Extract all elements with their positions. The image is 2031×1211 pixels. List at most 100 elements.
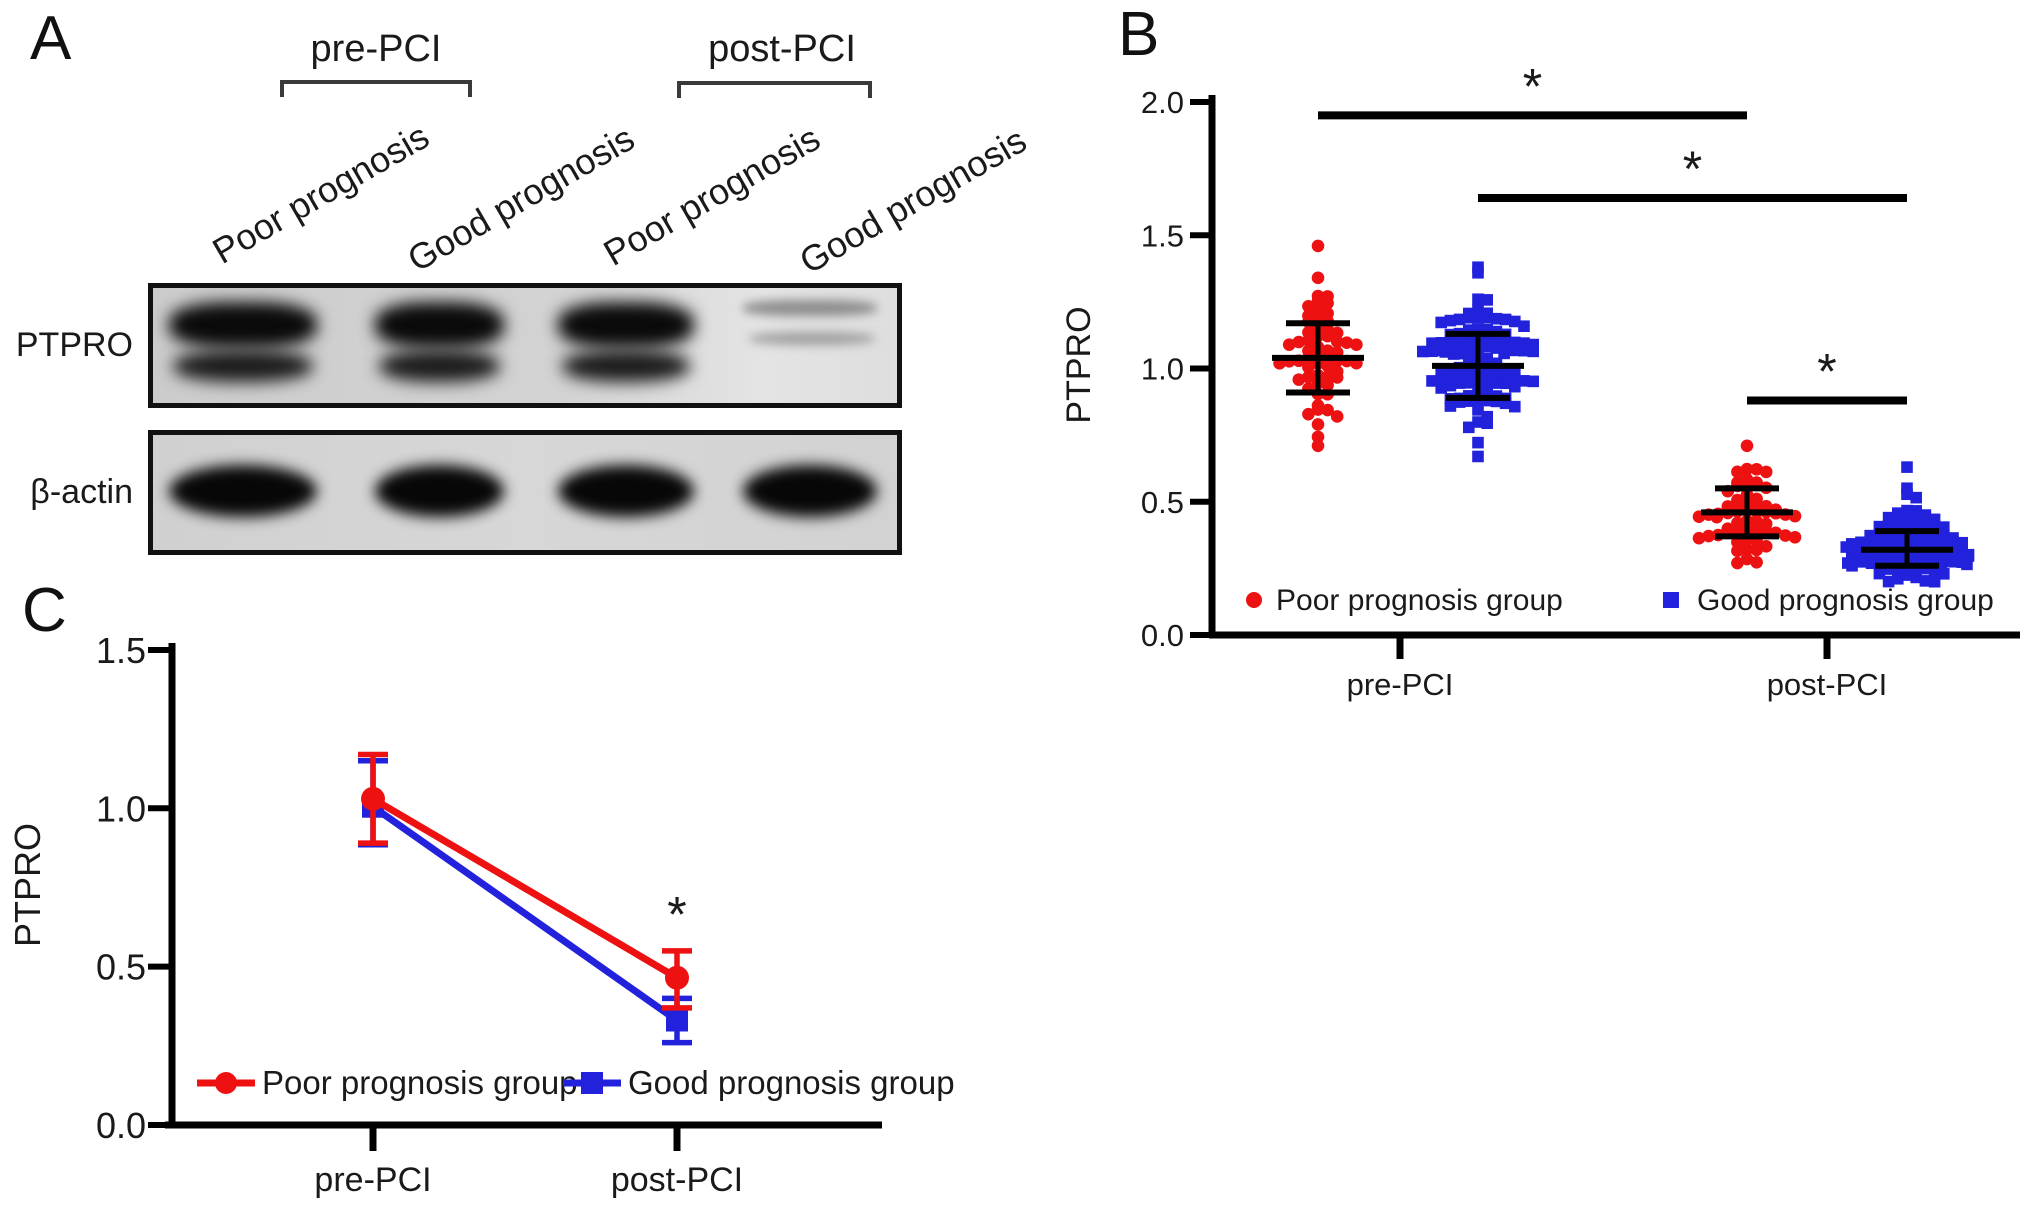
data-point bbox=[1463, 334, 1475, 347]
data-point bbox=[1330, 326, 1344, 340]
data-point bbox=[1472, 266, 1484, 279]
blot-band bbox=[743, 300, 877, 316]
data-point bbox=[1311, 430, 1325, 444]
data-point bbox=[1509, 400, 1521, 413]
data-point bbox=[1892, 518, 1904, 530]
legend-marker-square bbox=[581, 1072, 603, 1094]
data-point bbox=[1873, 520, 1886, 533]
data-point bbox=[1901, 482, 1913, 495]
data-point bbox=[1302, 334, 1315, 347]
data-point bbox=[1463, 395, 1475, 407]
data-point bbox=[1864, 529, 1876, 542]
data-point bbox=[1472, 293, 1484, 306]
data-point bbox=[1702, 529, 1715, 543]
data-point bbox=[1910, 571, 1922, 584]
data-point bbox=[1928, 519, 1941, 532]
data-point bbox=[1490, 312, 1503, 325]
data-point bbox=[1928, 553, 1941, 566]
data-point bbox=[1490, 377, 1503, 389]
panel-c-x-tick-label: post-PCI bbox=[611, 1161, 743, 1199]
data-point bbox=[1321, 378, 1334, 392]
data-point bbox=[1865, 557, 1878, 570]
data-point bbox=[1321, 296, 1334, 310]
data-point bbox=[1928, 575, 1941, 588]
data-point bbox=[1417, 345, 1429, 358]
data-point bbox=[1961, 558, 1973, 571]
data-point bbox=[1463, 311, 1475, 324]
data-point bbox=[1740, 462, 1754, 476]
significance-asterisk: * bbox=[1523, 58, 1542, 114]
data-point bbox=[1472, 323, 1484, 335]
data-point bbox=[1444, 336, 1457, 348]
data-point bbox=[1509, 380, 1521, 393]
data-point bbox=[1919, 575, 1932, 587]
data-point bbox=[1481, 294, 1493, 306]
data-point bbox=[1472, 416, 1484, 428]
blot-band bbox=[558, 302, 694, 348]
ptpro-blot-image bbox=[148, 283, 902, 408]
data-point bbox=[1444, 379, 1457, 392]
data-point bbox=[1910, 533, 1922, 545]
data-point bbox=[1919, 552, 1932, 565]
data-point bbox=[1955, 548, 1968, 560]
data-point bbox=[1882, 553, 1895, 566]
data-point bbox=[1731, 544, 1744, 558]
data-point bbox=[1465, 347, 1478, 359]
data-point bbox=[1901, 504, 1913, 517]
group-label-post-pci: post-PCI bbox=[708, 28, 856, 70]
data-point bbox=[1846, 546, 1858, 558]
data-point bbox=[1962, 550, 1975, 562]
data-point bbox=[1481, 323, 1493, 336]
data-point bbox=[1481, 341, 1493, 353]
data-point bbox=[1928, 534, 1941, 547]
panel-c-y-tick-label: 0.0 bbox=[96, 1105, 146, 1146]
data-point bbox=[1873, 554, 1886, 567]
data-point bbox=[1892, 507, 1904, 519]
significance-asterisk: * bbox=[1817, 343, 1836, 399]
data-point bbox=[1472, 311, 1484, 324]
data-point bbox=[1499, 377, 1512, 390]
data-point bbox=[1340, 336, 1354, 349]
data-point bbox=[1302, 299, 1315, 313]
legend-label: Poor prognosis group bbox=[1276, 584, 1563, 617]
legend-label: Good prognosis group bbox=[628, 1064, 955, 1101]
data-point bbox=[1910, 505, 1922, 517]
data-point bbox=[1435, 337, 1447, 349]
data-point bbox=[1463, 421, 1475, 434]
data-point bbox=[1910, 516, 1922, 528]
data-point bbox=[1901, 461, 1913, 473]
panel-b-y-tick-label: 1.0 bbox=[1141, 352, 1184, 387]
data-point bbox=[1302, 370, 1315, 384]
legend-marker-circle bbox=[215, 1072, 237, 1094]
data-point bbox=[1846, 559, 1858, 572]
data-point bbox=[1350, 338, 1363, 351]
data-point bbox=[1938, 521, 1950, 533]
panel-c-asterisk: * bbox=[667, 887, 686, 943]
data-point bbox=[1453, 396, 1466, 408]
data-point bbox=[1435, 382, 1447, 394]
data-point bbox=[1919, 519, 1932, 531]
data-point bbox=[1472, 303, 1484, 316]
panel-c-y-tick-label: 0.5 bbox=[96, 947, 146, 988]
post-pci-bracket bbox=[677, 81, 872, 98]
data-point bbox=[1938, 535, 1950, 547]
panel-b-x-tick-label: post-PCI bbox=[1767, 667, 1888, 702]
data-point bbox=[1426, 337, 1438, 350]
data-point bbox=[1509, 336, 1521, 349]
blot-band bbox=[749, 332, 875, 345]
data-point bbox=[1458, 347, 1471, 360]
data-point bbox=[1518, 320, 1530, 332]
data-point bbox=[1882, 519, 1895, 532]
data-point bbox=[1692, 531, 1706, 545]
data-point bbox=[1873, 567, 1886, 580]
data-point bbox=[1330, 335, 1344, 348]
data-point bbox=[1527, 375, 1539, 388]
panel-c-x-tick-label: pre-PCI bbox=[314, 1161, 431, 1199]
blot-band bbox=[743, 465, 877, 517]
pre-pci-bracket bbox=[280, 80, 472, 97]
data-point bbox=[1882, 534, 1895, 546]
data-point bbox=[1910, 491, 1922, 504]
data-point bbox=[1463, 324, 1475, 336]
data-point bbox=[1481, 410, 1493, 423]
